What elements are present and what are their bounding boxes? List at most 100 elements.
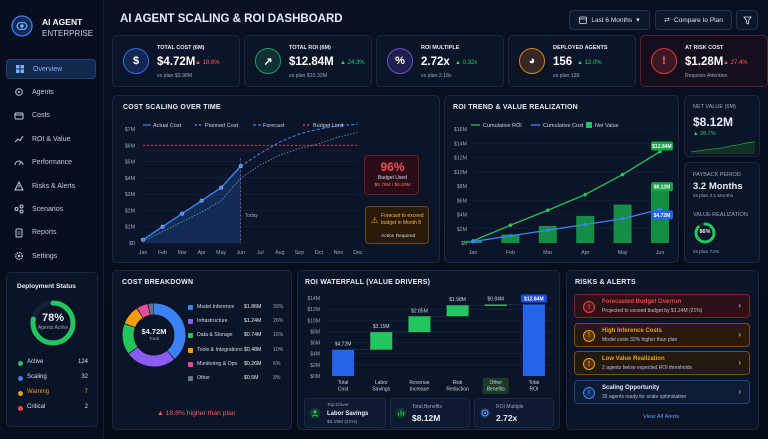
kpi-card[interactable]: ◕ DEPLOYED AGENTS 156 ▲ 12.0% vs plan 139	[508, 35, 636, 87]
breakdown-label: Infrastructure	[197, 318, 228, 325]
sidebar-item-label: Settings	[32, 252, 58, 260]
kpi-delta-text: 12.0%	[584, 60, 602, 66]
net-value-bar[interactable]	[576, 215, 595, 243]
status-dot	[18, 376, 23, 381]
kpi-sub: vs plan $10.32M	[289, 73, 328, 79]
risk-alert-item[interactable]: ! Low Value Realization 2 agents below exp…	[574, 351, 750, 375]
cumulative-roi-line-point[interactable]	[546, 208, 550, 213]
risk-alert-item[interactable]: ! High Inference Costs Model costs 32% hig…	[574, 322, 750, 347]
value-tag	[520, 294, 547, 303]
cumulative-cost-line-point[interactable]	[620, 216, 625, 221]
legend-label: Actual Cost	[153, 123, 182, 129]
cumulative-cost-line-point[interactable]	[583, 222, 587, 227]
actual-cost-point[interactable]	[219, 185, 224, 190]
kpi-title: DEPLOYED AGENTS	[553, 45, 608, 51]
donut-slice[interactable]	[122, 303, 186, 367]
waterfall-bar[interactable]	[484, 304, 507, 306]
kpi-value: $1.28M	[685, 56, 724, 68]
sidebar-item-label: Scenarios	[32, 205, 64, 213]
y-tick-label: $0M	[310, 374, 320, 380]
sidebar-item-label: Reports	[32, 229, 57, 237]
x-tick-label: Jun	[236, 250, 245, 256]
waterfall-bar[interactable]	[370, 332, 393, 350]
kpi-card[interactable]: ! AT RISK COST $1.28M ▲ 27.4% Requires Atten…	[640, 35, 768, 87]
sidebar-item-overview[interactable]: Overview	[6, 59, 96, 79]
cumulative-cost-line-point[interactable]	[546, 228, 550, 232]
breakdown-label: Model Inference	[197, 304, 235, 310]
sidebar-item-scenarios[interactable]: Scenarios	[6, 199, 96, 219]
roi-multiple-box: ROI Multiple 2.72x	[474, 398, 554, 428]
brand-logo[interactable]: AI AGENT ENTERPRISE	[10, 12, 100, 42]
cumulative-roi-line-point[interactable]	[583, 192, 587, 197]
realization-sub: vs plan 72%	[693, 250, 720, 255]
x-tick-label: ROI	[529, 387, 538, 393]
net-value-bar[interactable]	[501, 234, 520, 243]
waterfall-bar[interactable]	[408, 316, 431, 333]
legend-swatch	[586, 122, 592, 128]
cumulative-cost-line-point[interactable]	[658, 207, 662, 212]
filter-button[interactable]	[736, 10, 758, 30]
exclamation-icon: !	[583, 329, 595, 342]
cost-warning: ▲ 18.8% higher than plan	[157, 410, 236, 417]
actual-cost-point[interactable]	[199, 198, 204, 203]
actual-cost-point[interactable]	[180, 211, 185, 216]
x-tick-label: Risk	[453, 380, 463, 386]
actual-cost-point[interactable]	[160, 224, 165, 229]
cumulative-cost-line-point[interactable]	[508, 234, 513, 238]
roi-trend-card: ROI TREND & VALUE REALIZATION $0 $2M $4M $6…	[444, 95, 679, 263]
waterfall-bar[interactable]	[522, 304, 545, 376]
value-tag	[651, 182, 673, 192]
sidebar-item-settings[interactable]: Settings	[6, 246, 96, 266]
y-tick-label: $14M	[454, 141, 467, 147]
kpi-card[interactable]: % ROI MULTIPLE 2.72x ▲ 0.32x vs plan 2.18x	[376, 35, 504, 87]
cumulative-roi-line-point[interactable]	[508, 223, 513, 227]
kpi-card[interactable]: ↗ TOTAL ROI (6M) $12.84M ▲ 24.3% vs plan $10…	[244, 35, 372, 87]
sidebar-item-performance[interactable]: Performance	[6, 153, 96, 173]
cost-breakdown-title: COST BREAKDOWN	[122, 279, 194, 286]
y-tick-label: $16M	[454, 127, 467, 133]
breakdown-swatch	[188, 305, 193, 310]
deployment-status-title: Deployment Status	[17, 283, 76, 290]
cumulative-roi-line-point[interactable]	[620, 172, 625, 177]
compare-button[interactable]: ⇄ Compare to Plan	[655, 10, 732, 30]
risk-alert-item[interactable]: ! Forecasted Budget Overrun Projected to e…	[574, 294, 750, 318]
top-driver-box: Top Driver Labor Savings $3.15M (41%)	[304, 398, 386, 428]
net-value-bar[interactable]	[538, 225, 557, 243]
risk-alert-sub: 32 agents ready for scale optimization	[602, 393, 687, 400]
waterfall-bar[interactable]	[332, 349, 355, 376]
net-value-delta-text: 28.7%	[699, 131, 716, 137]
actual-cost-point[interactable]	[140, 237, 146, 242]
trend-up-icon: ↗	[255, 48, 281, 74]
breakdown-swatch	[188, 333, 193, 339]
waterfall-bar[interactable]	[446, 305, 469, 317]
donut-slice[interactable]	[122, 303, 186, 367]
people-icon	[309, 407, 321, 419]
sidebar-item-agents[interactable]: Agents	[6, 82, 96, 102]
forecast-alert-box[interactable]: ⚠ Forecast to exceed budget in Month 8 A…	[365, 206, 429, 244]
view-all-alerts-link[interactable]: View All Alerts	[643, 414, 680, 420]
net-value-bar[interactable]	[613, 204, 632, 243]
cumulative-cost-line-point[interactable]	[471, 239, 475, 244]
x-tick-label: Labor	[375, 380, 388, 386]
breakdown-value: $0.26M	[244, 360, 262, 367]
sidebar-item-costs[interactable]: Costs	[6, 106, 96, 126]
sidebar-item-reports[interactable]: Reports	[6, 223, 96, 243]
brand-subtitle: ENTERPRISE	[42, 29, 94, 38]
actual-cost-line	[142, 165, 242, 241]
chevron-down-icon: ▾	[636, 17, 640, 24]
sidebar-item-risks-alerts[interactable]: Risks & Alerts	[6, 176, 96, 196]
kpi-card[interactable]: $ TOTAL COST (6M) $4.72M ▲ 18.6% vs plan $3.…	[112, 35, 240, 87]
cumulative-roi-line-point[interactable]	[658, 149, 662, 154]
period-select[interactable]: Last 6 Months ▾	[569, 10, 650, 30]
sidebar-item-roi-value[interactable]: ROI & Value	[6, 129, 96, 149]
value-tag	[651, 141, 673, 151]
x-tick-label: Jul	[257, 250, 264, 256]
risks-title: RISKS & ALERTS	[575, 279, 636, 286]
sidebar-item-label: Agents	[32, 88, 54, 96]
scenarios-icon	[14, 204, 24, 214]
risk-alert-item[interactable]: i Scaling Opportunity 32 agents ready for …	[574, 379, 750, 404]
donut-slice[interactable]	[122, 303, 186, 367]
cumulative-cost-line	[472, 208, 661, 243]
y-tick-label: $8M	[457, 184, 467, 190]
breakdown-pct: 3%	[273, 375, 281, 381]
